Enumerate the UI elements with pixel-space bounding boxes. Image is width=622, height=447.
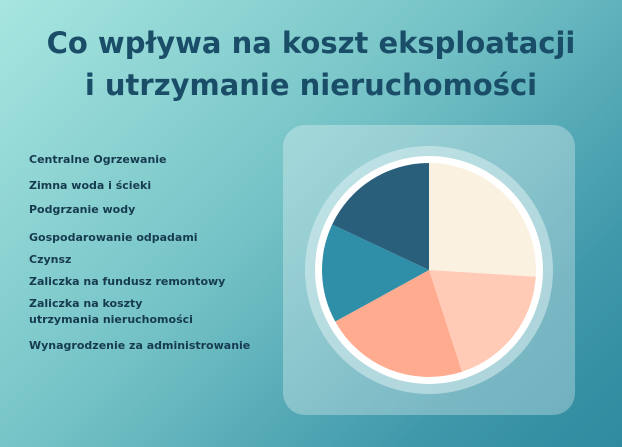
pie-slice-4 [321,224,429,322]
chart-title: Co wpływa na koszt eksploatacji i utrzym… [0,22,622,106]
legend-item-wynagrodzenie: Wynagrodzenie za administrowanie [29,339,251,352]
pie-slice-2 [429,270,536,372]
pie-slice-5 [332,163,429,270]
legend-item-zimna-woda: Zimna woda i ścieki [29,179,152,192]
legend-item-gospodarowanie-odpadami: Gospodarowanie odpadami [29,231,198,244]
legend-item-centralne-ogrzewanie: Centralne Ogrzewanie [29,153,167,166]
legend-item-fundusz-remontowy: Zaliczka na fundusz remontowy [29,275,226,288]
chart-title-line-1: Co wpływa na koszt eksploatacji [46,26,576,60]
pie-slice-3 [335,270,463,377]
legend-item-koszty-utrzymania: Zaliczka na koszty utrzymania nieruchomo… [29,297,193,326]
legend-item-czynsz: Czynsz [29,253,72,266]
chart-panel [283,125,575,415]
pie-slices [321,163,537,377]
chart-title-line-2: i utrzymanie nieruchomości [84,68,538,102]
pie-chart [305,146,553,394]
pie-slice-1 [429,163,537,277]
legend-item-podgrzanie-wody: Podgrzanie wody [29,203,136,216]
